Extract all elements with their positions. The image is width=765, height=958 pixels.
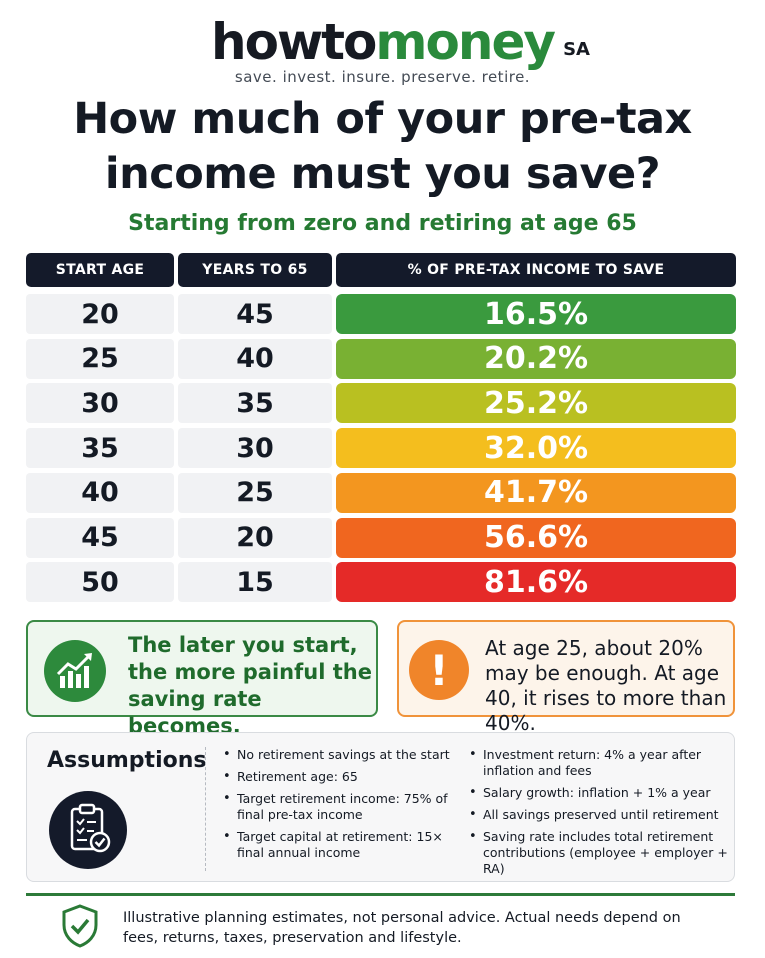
title-line-1: How much of your pre-tax (73, 94, 692, 144)
table-row: 35 30 32.0% (0, 428, 765, 469)
assumptions-divider (205, 747, 206, 871)
cell-start-age: 20 (26, 294, 174, 334)
table-row: 20 45 16.5% (0, 294, 765, 334)
page-subtitle: Starting from zero and retiring at age 6… (128, 211, 637, 236)
assumption-item: Salary growth: inflation + 1% a year (459, 785, 731, 801)
header-pct-to-save: % OF PRE-TAX INCOME TO SAVE (336, 253, 736, 287)
cell-start-age: 25 (26, 338, 174, 379)
cell-pct-to-save: 56.6% (336, 517, 736, 558)
cell-years-to-65: 30 (178, 428, 332, 469)
cell-start-age: 40 (26, 472, 174, 513)
table-row: 25 40 20.2% (0, 338, 765, 379)
assumption-item: Investment return: 4% a year after infla… (459, 747, 731, 779)
cell-years-to-65: 15 (178, 562, 332, 603)
assumptions-list-1: No retirement savings at the start Retir… (213, 747, 453, 867)
assumptions-title: Assumptions (47, 748, 207, 773)
cell-pct-to-save: 16.5% (336, 294, 736, 334)
cell-start-age: 45 (26, 517, 174, 558)
brand-tagline: save. invest. insure. preserve. retire. (234, 68, 531, 86)
header-start-age: START AGE (26, 253, 174, 287)
assumption-item: No retirement savings at the start (213, 747, 453, 763)
shield-check-icon (60, 903, 100, 949)
callout-age-example-text: At age 25, about 20% may be enough. At a… (485, 636, 727, 735)
cell-years-to-65: 45 (178, 294, 332, 334)
assumption-item: All savings preserved until retirement (459, 807, 731, 823)
assumption-item: Retirement age: 65 (213, 769, 453, 785)
table-row: 40 25 41.7% (0, 472, 765, 513)
cell-years-to-65: 35 (178, 383, 332, 424)
table-row: 50 15 81.6% (0, 562, 765, 603)
cell-start-age: 30 (26, 383, 174, 424)
callout-later-start: The later you start, the more painful th… (26, 620, 378, 738)
assumption-item: Target capital at retirement: 15× final … (213, 829, 453, 861)
assumption-item: Saving rate includes total retirement co… (459, 829, 731, 877)
assumptions-panel: Assumptions No retirement savings at the… (26, 732, 735, 882)
brand-logo: howtomoney SA (0, 12, 765, 72)
table-row: 45 20 56.6% (0, 517, 765, 558)
page-title: How much of your pre-tax income must you… (0, 92, 765, 202)
cell-years-to-65: 40 (178, 338, 332, 379)
logo-how: howto (211, 13, 377, 71)
exclamation-icon: ! (409, 640, 469, 700)
cell-pct-to-save: 25.2% (336, 383, 736, 424)
cell-start-age: 50 (26, 562, 174, 603)
table-row: 30 35 25.2% (0, 383, 765, 424)
disclaimer-text: Illustrative planning estimates, not per… (123, 910, 681, 946)
cell-pct-to-save: 81.6% (336, 562, 736, 603)
header-years-to-65: YEARS TO 65 (178, 253, 332, 287)
cell-pct-to-save: 20.2% (336, 338, 736, 379)
cell-years-to-65: 20 (178, 517, 332, 558)
cell-pct-to-save: 41.7% (336, 472, 736, 513)
cell-start-age: 35 (26, 428, 174, 469)
logo-sa: SA (563, 39, 590, 60)
logo-money: money (375, 13, 556, 71)
growth-chart-icon (44, 640, 106, 702)
logo-wordmark: howtomoney SA (211, 12, 590, 72)
title-line-2: income must you save? (104, 149, 661, 199)
clipboard-check-icon (49, 791, 127, 869)
callout-age-example: ! At age 25, about 20% may be enough. At… (397, 620, 735, 735)
footer-divider (26, 893, 735, 896)
cell-pct-to-save: 32.0% (336, 428, 736, 469)
callout-later-start-text: The later you start, the more painful th… (128, 633, 372, 738)
assumptions-list-2: Investment return: 4% a year after infla… (459, 747, 731, 883)
cell-years-to-65: 25 (178, 472, 332, 513)
assumption-item: Target retirement income: 75% of final p… (213, 791, 453, 823)
